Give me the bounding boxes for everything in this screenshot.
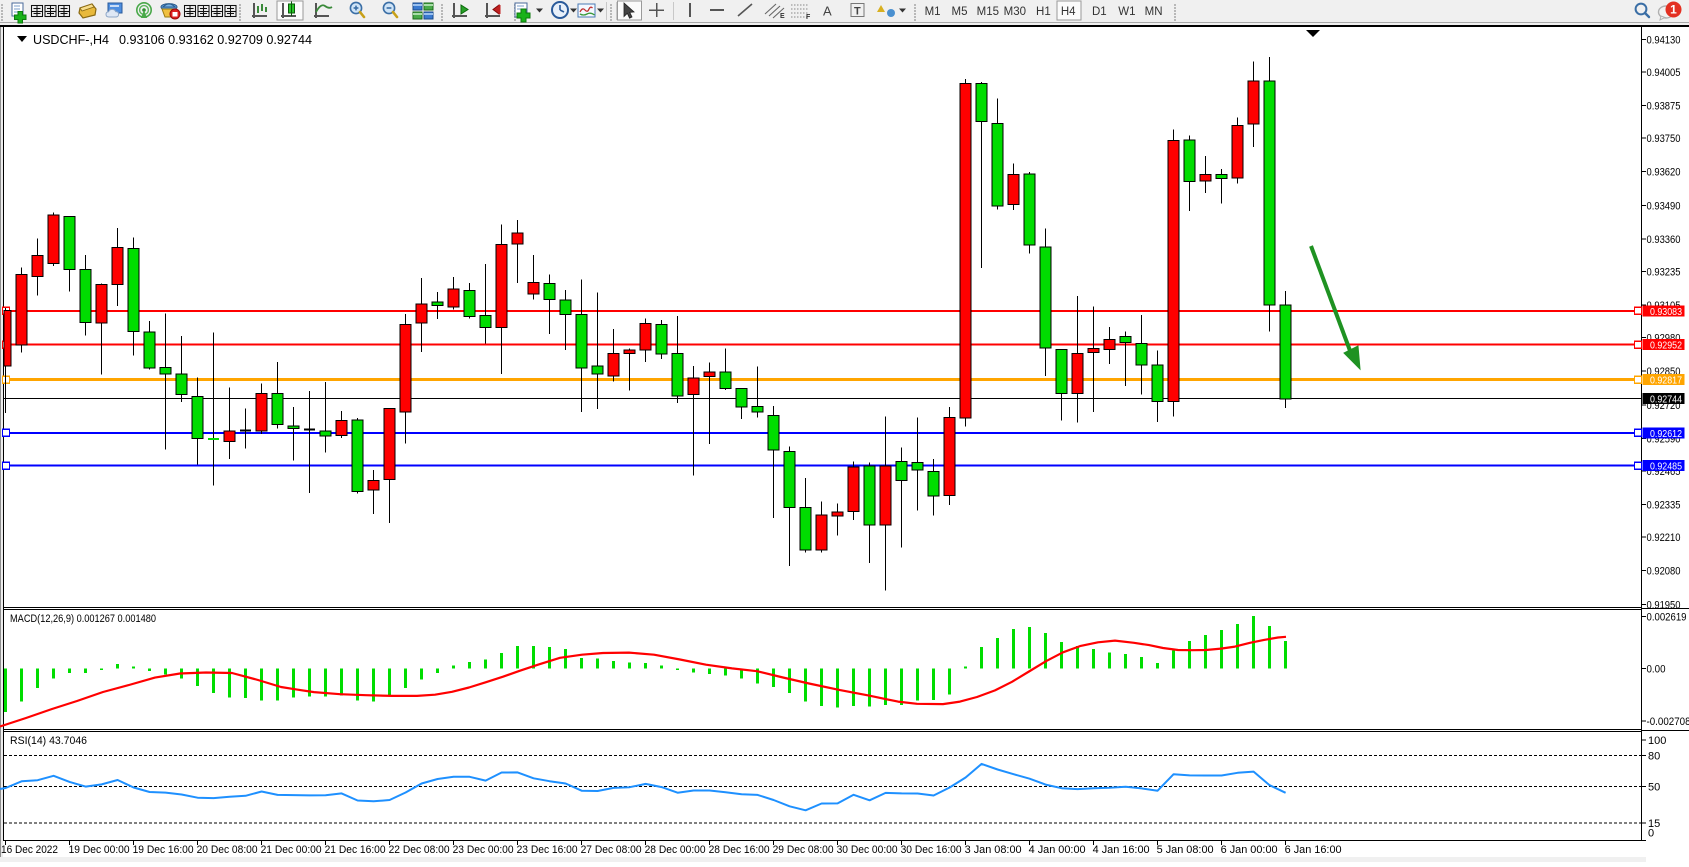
svg-text:H1: H1 <box>1036 6 1051 18</box>
svg-text:M1: M1 <box>925 6 941 18</box>
svg-text:0.92817: 0.92817 <box>1650 375 1682 387</box>
svg-text:F: F <box>806 14 811 21</box>
svg-text:19 Dec 16:00: 19 Dec 16:00 <box>133 844 194 856</box>
svg-text:W1: W1 <box>1118 6 1135 18</box>
svg-text:0.94005: 0.94005 <box>1647 67 1681 79</box>
svg-text:5 Jan 08:00: 5 Jan 08:00 <box>1157 844 1214 856</box>
svg-text:H4: H4 <box>1061 6 1076 18</box>
svg-text:4 Jan 16:00: 4 Jan 16:00 <box>1093 844 1150 856</box>
svg-text:0.92210: 0.92210 <box>1647 532 1681 544</box>
svg-text:30 Dec 16:00: 30 Dec 16:00 <box>901 844 962 856</box>
svg-text:M5: M5 <box>952 6 968 18</box>
svg-text:20 Dec 08:00: 20 Dec 08:00 <box>197 844 258 856</box>
svg-text:0.94130: 0.94130 <box>1647 35 1681 47</box>
svg-text:0.91950: 0.91950 <box>1647 599 1681 611</box>
svg-text:3 Jan 08:00: 3 Jan 08:00 <box>965 844 1022 856</box>
svg-text:-0.002708: -0.002708 <box>1647 716 1689 728</box>
svg-text:0.93750: 0.93750 <box>1647 133 1681 145</box>
svg-text:6 Jan 16:00: 6 Jan 16:00 <box>1285 844 1342 856</box>
svg-text:23 Dec 00:00: 23 Dec 00:00 <box>453 844 514 856</box>
svg-text:50: 50 <box>1648 782 1660 794</box>
svg-text:27 Dec 08:00: 27 Dec 08:00 <box>581 844 642 856</box>
svg-text:19 Dec 00:00: 19 Dec 00:00 <box>69 844 130 856</box>
svg-text:0.92612: 0.92612 <box>1650 428 1682 440</box>
svg-text:0.92335: 0.92335 <box>1647 500 1681 512</box>
svg-text:16 Dec 2022: 16 Dec 2022 <box>1 844 58 856</box>
svg-text:0.002619: 0.002619 <box>1647 612 1687 624</box>
svg-text:0.92744: 0.92744 <box>1650 394 1682 406</box>
svg-text:0.92485: 0.92485 <box>1650 461 1682 473</box>
svg-text:USDCHF-,H4: USDCHF-,H4 <box>33 33 109 47</box>
svg-text:0.92952: 0.92952 <box>1650 340 1682 352</box>
svg-text:80: 80 <box>1648 751 1660 763</box>
svg-text:0.92080: 0.92080 <box>1647 566 1681 578</box>
svg-text:0.93875: 0.93875 <box>1647 101 1681 113</box>
svg-text:0.93360: 0.93360 <box>1647 234 1681 246</box>
svg-text:0.93620: 0.93620 <box>1647 167 1681 179</box>
svg-text:M15: M15 <box>977 6 999 18</box>
svg-text:21 Dec 16:00: 21 Dec 16:00 <box>325 844 386 856</box>
svg-text:0.93083: 0.93083 <box>1650 306 1682 318</box>
svg-text:MACD(12,26,9) 0.001267 0.00148: MACD(12,26,9) 0.001267 0.001480 <box>10 613 156 625</box>
svg-text:0: 0 <box>1648 828 1654 840</box>
svg-text:21 Dec 00:00: 21 Dec 00:00 <box>261 844 322 856</box>
svg-text:28 Dec 16:00: 28 Dec 16:00 <box>709 844 770 856</box>
svg-text:MN: MN <box>1145 6 1163 18</box>
svg-text:0.00: 0.00 <box>1647 663 1666 675</box>
svg-text:28 Dec 00:00: 28 Dec 00:00 <box>645 844 706 856</box>
svg-text:E: E <box>780 13 785 20</box>
svg-text:0.93490: 0.93490 <box>1647 200 1681 212</box>
svg-text:6 Jan 00:00: 6 Jan 00:00 <box>1221 844 1278 856</box>
svg-text:100: 100 <box>1648 735 1666 747</box>
svg-text:A: A <box>823 4 832 19</box>
svg-text:22 Dec 08:00: 22 Dec 08:00 <box>389 844 450 856</box>
svg-text:D1: D1 <box>1092 6 1107 18</box>
svg-text:23 Dec 16:00: 23 Dec 16:00 <box>517 844 578 856</box>
svg-text:T: T <box>854 6 861 18</box>
svg-text:30 Dec 00:00: 30 Dec 00:00 <box>837 844 898 856</box>
svg-text:29 Dec 08:00: 29 Dec 08:00 <box>773 844 834 856</box>
svg-text:0.93235: 0.93235 <box>1647 266 1681 278</box>
svg-text:1: 1 <box>1670 3 1677 17</box>
svg-text:0.93106 0.93162 0.92709 0.9274: 0.93106 0.93162 0.92709 0.92744 <box>119 33 312 47</box>
svg-text:M30: M30 <box>1004 6 1026 18</box>
svg-text:4 Jan 00:00: 4 Jan 00:00 <box>1029 844 1086 856</box>
svg-text:RSI(14) 43.7046: RSI(14) 43.7046 <box>10 735 87 747</box>
